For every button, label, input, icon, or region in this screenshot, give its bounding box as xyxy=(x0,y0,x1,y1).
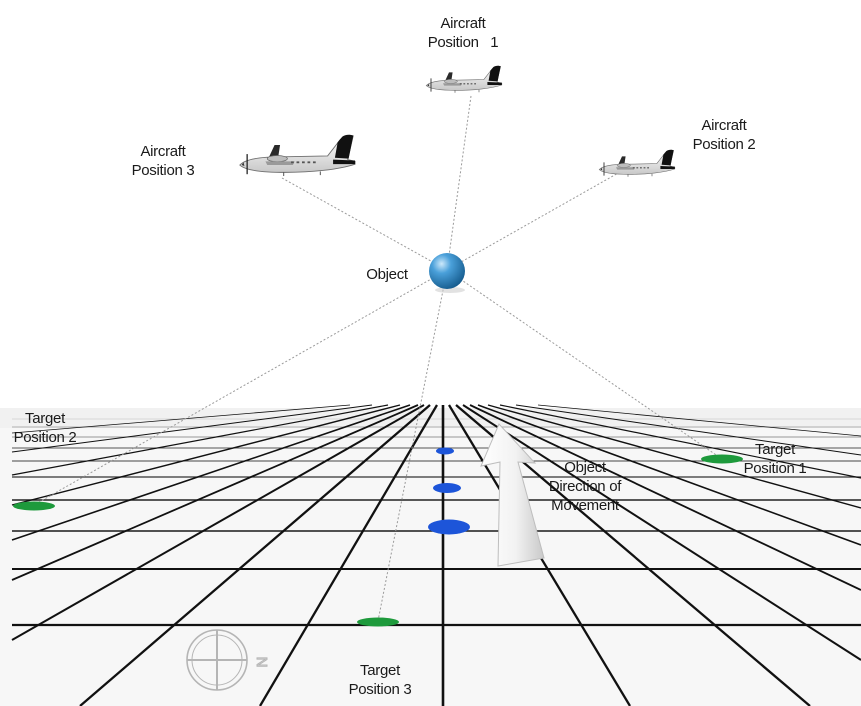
sight-line-aircraft-1 xyxy=(446,95,472,271)
movement-label-line-3: Movement xyxy=(551,497,619,514)
movement-label-line-1: Object xyxy=(564,459,606,476)
sight-line-aircraft-2 xyxy=(446,171,621,271)
sight-line-target-2 xyxy=(33,269,448,506)
aircraft-1-label-line-2: Position 1 xyxy=(418,33,508,52)
object-label-text: Object xyxy=(366,266,408,283)
aircraft-3-label-line-2: Position 3 xyxy=(131,162,195,179)
aircraft-2-label-line-2: Position 2 xyxy=(692,136,756,153)
target-2-label-line-2: Position 2 xyxy=(13,429,77,446)
target-1-label-line-2: Position 1 xyxy=(743,460,807,477)
target-markers xyxy=(13,454,743,627)
aircraft-1-label-number: 1 xyxy=(490,34,499,51)
target-3-label-line-1: Target xyxy=(360,662,400,679)
grid-perspective-lines xyxy=(11,404,861,706)
aircraft-icon xyxy=(598,149,676,178)
movement-arrow-icon xyxy=(480,423,545,567)
sight-lines xyxy=(33,95,723,622)
target-2-label-line-1: Target xyxy=(25,410,65,427)
aircraft-1-label: Aircraft Position 1 xyxy=(418,14,508,52)
sight-line-aircraft-3 xyxy=(281,177,448,271)
aircraft-3-label-line-1: Aircraft xyxy=(140,143,186,160)
object-label: Object xyxy=(352,265,422,284)
compass-rose-icon: N xyxy=(186,629,271,691)
target-3-label: Target Position 3 xyxy=(332,661,428,699)
movement-label-line-2: Direction of xyxy=(548,478,622,495)
aircraft-icon xyxy=(425,65,503,94)
target-2-label: Target Position 2 xyxy=(0,409,90,447)
target-1-label: Target Position 1 xyxy=(727,440,823,478)
aircraft-1-label-position: Position xyxy=(427,34,479,51)
object-track-mark xyxy=(428,519,470,535)
aircraft-3-label: Aircraft Position 3 xyxy=(115,142,211,180)
target-marker-2 xyxy=(13,501,55,511)
object-track-mark xyxy=(436,447,454,455)
target-marker-3 xyxy=(357,617,399,627)
target-marker-1 xyxy=(701,454,743,464)
target-3-label-line-2: Position 3 xyxy=(348,681,412,698)
object-track xyxy=(428,447,470,535)
aircraft-icon xyxy=(239,134,356,177)
aircraft-1-label-line-1: Aircraft xyxy=(440,15,486,32)
target-1-label-line-1: Target xyxy=(755,441,795,458)
aircraft-2-label: Aircraft Position 2 xyxy=(676,116,772,154)
object-sphere-icon xyxy=(429,253,465,293)
movement-label: Object Direction of Movement xyxy=(530,458,640,515)
object-track-mark xyxy=(433,483,461,493)
ground-grid xyxy=(11,404,861,706)
compass-north-letter: N xyxy=(253,657,270,668)
aircraft-2-label-line-1: Aircraft xyxy=(701,117,747,134)
